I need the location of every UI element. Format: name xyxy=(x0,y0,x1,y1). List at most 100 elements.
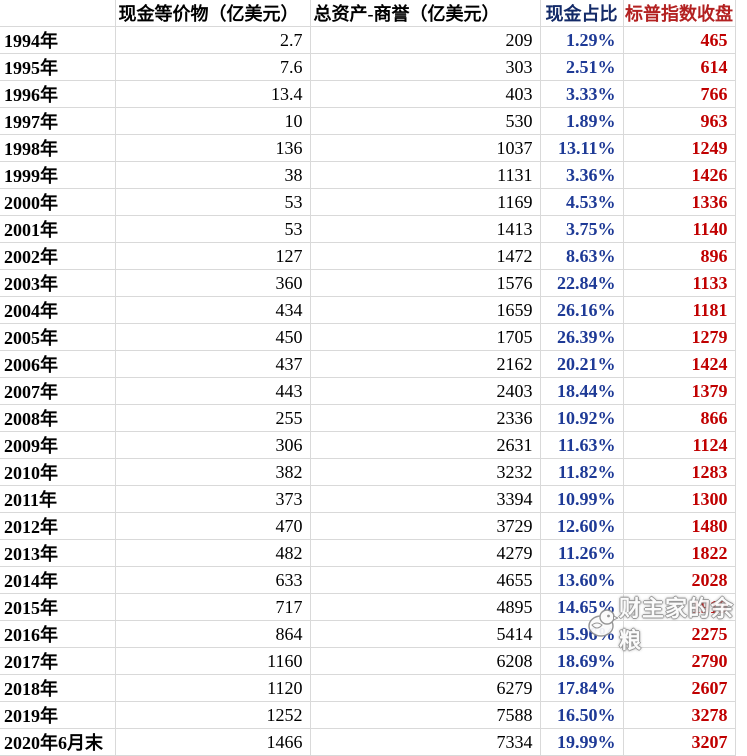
year-cell: 2007年 xyxy=(0,377,116,405)
sp-value-cell: 465 xyxy=(623,26,736,54)
year-cell: 2011年 xyxy=(0,485,116,513)
ratio-value-cell: 1.89% xyxy=(540,107,624,135)
table-row: 1998年 136 1037 13.11% 1249 xyxy=(0,134,736,162)
cash-value-cell: 470 xyxy=(115,512,311,540)
sp-value-cell: 1919 xyxy=(623,593,736,621)
ratio-value-cell: 26.39% xyxy=(540,323,624,351)
column-header-sp: 标普指数收盘 xyxy=(623,0,736,27)
assets-value-cell: 1472 xyxy=(310,242,541,270)
year-cell: 2000年 xyxy=(0,188,116,216)
year-cell: 2006年 xyxy=(0,350,116,378)
cash-value-cell: 450 xyxy=(115,323,311,351)
year-cell: 1997年 xyxy=(0,107,116,135)
cash-value-cell: 482 xyxy=(115,539,311,567)
year-cell: 2012年 xyxy=(0,512,116,540)
cash-value-cell: 2.7 xyxy=(115,26,311,54)
sp-value-cell: 3278 xyxy=(623,701,736,729)
table-row: 1997年 10 530 1.89% 963 xyxy=(0,107,736,135)
cash-value-cell: 373 xyxy=(115,485,311,513)
column-header-ratio: 现金占比 xyxy=(540,0,624,27)
table-row: 2001年 53 1413 3.75% 1140 xyxy=(0,215,736,243)
assets-value-cell: 403 xyxy=(310,80,541,108)
assets-value-cell: 7334 xyxy=(310,728,541,756)
cash-value-cell: 382 xyxy=(115,458,311,486)
assets-value-cell: 1131 xyxy=(310,161,541,189)
sp-value-cell: 1480 xyxy=(623,512,736,540)
year-cell: 1995年 xyxy=(0,53,116,81)
sp-value-cell: 1424 xyxy=(623,350,736,378)
sp-value-cell: 1133 xyxy=(623,269,736,297)
sp-value-cell: 1283 xyxy=(623,458,736,486)
assets-value-cell: 3232 xyxy=(310,458,541,486)
table-row: 2015年 717 4895 14.65% 1919 xyxy=(0,593,736,621)
assets-value-cell: 5414 xyxy=(310,620,541,648)
year-cell: 2010年 xyxy=(0,458,116,486)
sp-value-cell: 1279 xyxy=(623,323,736,351)
table-row: 1995年 7.6 303 2.51% 614 xyxy=(0,53,736,81)
ratio-value-cell: 11.63% xyxy=(540,431,624,459)
cash-value-cell: 53 xyxy=(115,215,311,243)
table-row: 1999年 38 1131 3.36% 1426 xyxy=(0,161,736,189)
sp-value-cell: 1426 xyxy=(623,161,736,189)
assets-value-cell: 1037 xyxy=(310,134,541,162)
year-cell: 2019年 xyxy=(0,701,116,729)
year-cell: 2004年 xyxy=(0,296,116,324)
table-row: 2020年6月末 1466 7334 19.99% 3207 xyxy=(0,728,736,756)
ratio-value-cell: 18.44% xyxy=(540,377,624,405)
cash-value-cell: 1160 xyxy=(115,647,311,675)
ratio-value-cell: 12.60% xyxy=(540,512,624,540)
assets-value-cell: 6279 xyxy=(310,674,541,702)
cash-value-cell: 1120 xyxy=(115,674,311,702)
year-cell: 2017年 xyxy=(0,647,116,675)
cash-value-cell: 1252 xyxy=(115,701,311,729)
ratio-value-cell: 10.99% xyxy=(540,485,624,513)
column-header-cash: 现金等价物（亿美元） xyxy=(115,0,311,27)
assets-value-cell: 2631 xyxy=(310,431,541,459)
sp-value-cell: 1300 xyxy=(623,485,736,513)
table-row: 2008年 255 2336 10.92% 866 xyxy=(0,404,736,432)
cash-value-cell: 717 xyxy=(115,593,311,621)
assets-value-cell: 2336 xyxy=(310,404,541,432)
sp-value-cell: 963 xyxy=(623,107,736,135)
year-cell: 2018年 xyxy=(0,674,116,702)
cash-value-cell: 864 xyxy=(115,620,311,648)
assets-value-cell: 4279 xyxy=(310,539,541,567)
year-cell: 2016年 xyxy=(0,620,116,648)
cash-value-cell: 53 xyxy=(115,188,311,216)
assets-value-cell: 530 xyxy=(310,107,541,135)
table-row: 2006年 437 2162 20.21% 1424 xyxy=(0,350,736,378)
sp-value-cell: 3207 xyxy=(623,728,736,756)
year-cell: 2005年 xyxy=(0,323,116,351)
assets-value-cell: 2162 xyxy=(310,350,541,378)
cash-value-cell: 306 xyxy=(115,431,311,459)
table-row: 2014年 633 4655 13.60% 2028 xyxy=(0,566,736,594)
assets-value-cell: 1705 xyxy=(310,323,541,351)
ratio-value-cell: 1.29% xyxy=(540,26,624,54)
year-cell: 2008年 xyxy=(0,404,116,432)
assets-value-cell: 7588 xyxy=(310,701,541,729)
assets-value-cell: 1169 xyxy=(310,188,541,216)
year-cell: 1996年 xyxy=(0,80,116,108)
ratio-value-cell: 8.63% xyxy=(540,242,624,270)
sp-value-cell: 1140 xyxy=(623,215,736,243)
ratio-value-cell: 18.69% xyxy=(540,647,624,675)
table-row: 2000年 53 1169 4.53% 1336 xyxy=(0,188,736,216)
sp-value-cell: 866 xyxy=(623,404,736,432)
year-cell: 1998年 xyxy=(0,134,116,162)
ratio-value-cell: 15.96% xyxy=(540,620,624,648)
table-row: 2007年 443 2403 18.44% 1379 xyxy=(0,377,736,405)
table-row: 2019年 1252 7588 16.50% 3278 xyxy=(0,701,736,729)
cash-value-cell: 136 xyxy=(115,134,311,162)
sp-value-cell: 766 xyxy=(623,80,736,108)
column-header-year xyxy=(0,0,116,27)
cash-value-cell: 10 xyxy=(115,107,311,135)
year-cell: 2020年6月末 xyxy=(0,728,116,756)
assets-value-cell: 6208 xyxy=(310,647,541,675)
assets-value-cell: 4895 xyxy=(310,593,541,621)
year-cell: 2014年 xyxy=(0,566,116,594)
sp-value-cell: 2275 xyxy=(623,620,736,648)
cash-value-cell: 434 xyxy=(115,296,311,324)
table-row: 2004年 434 1659 26.16% 1181 xyxy=(0,296,736,324)
sp-value-cell: 1822 xyxy=(623,539,736,567)
assets-value-cell: 4655 xyxy=(310,566,541,594)
